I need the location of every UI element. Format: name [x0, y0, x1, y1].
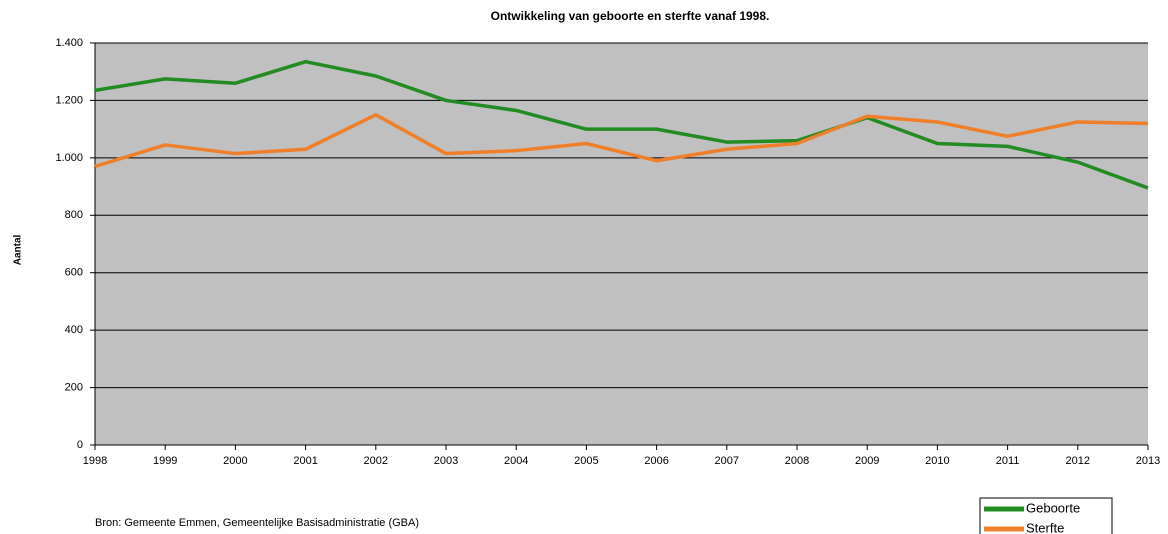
x-tick-label: 1999: [153, 455, 177, 467]
y-tick-label: 1.000: [55, 152, 83, 164]
chart-title: Ontwikkeling van geboorte en sterfte van…: [491, 9, 770, 23]
y-tick-label: 200: [65, 381, 83, 393]
x-tick-label: 2003: [434, 455, 458, 467]
x-tick-label: 2007: [715, 455, 739, 467]
source-note: Bron: Gemeente Emmen, Gemeentelijke Basi…: [95, 517, 419, 529]
x-tick-label: 2002: [364, 455, 388, 467]
y-tick-label: 1.200: [55, 94, 83, 106]
x-tick-label: 2009: [855, 455, 879, 467]
x-tick-label: 2006: [644, 455, 668, 467]
x-tick-label: 1998: [83, 455, 107, 467]
y-tick-label: 800: [65, 209, 83, 221]
y-tick-label: 400: [65, 324, 83, 336]
x-tick-label: 2005: [574, 455, 598, 467]
y-tick-label: 1.400: [55, 37, 83, 49]
x-tick-label: 2001: [293, 455, 317, 467]
plot-area: [95, 43, 1148, 445]
x-tick-label: 2012: [1066, 455, 1090, 467]
x-tick-label: 2013: [1136, 455, 1160, 467]
legend-label: Sterfte: [1026, 520, 1064, 534]
x-tick-label: 2010: [925, 455, 949, 467]
data-line: [94, 113, 1149, 169]
legend-label: Geboorte: [1026, 500, 1080, 515]
data-line: [94, 59, 1149, 190]
y-tick-label: 0: [77, 439, 83, 451]
x-tick-label: 2004: [504, 455, 528, 467]
x-tick-label: 2000: [223, 455, 247, 467]
y-tick-label: 600: [65, 267, 83, 279]
y-axis-label: Aantal: [13, 234, 24, 265]
x-tick-label: 2011: [996, 455, 1020, 467]
x-tick-label: 2008: [785, 455, 809, 467]
